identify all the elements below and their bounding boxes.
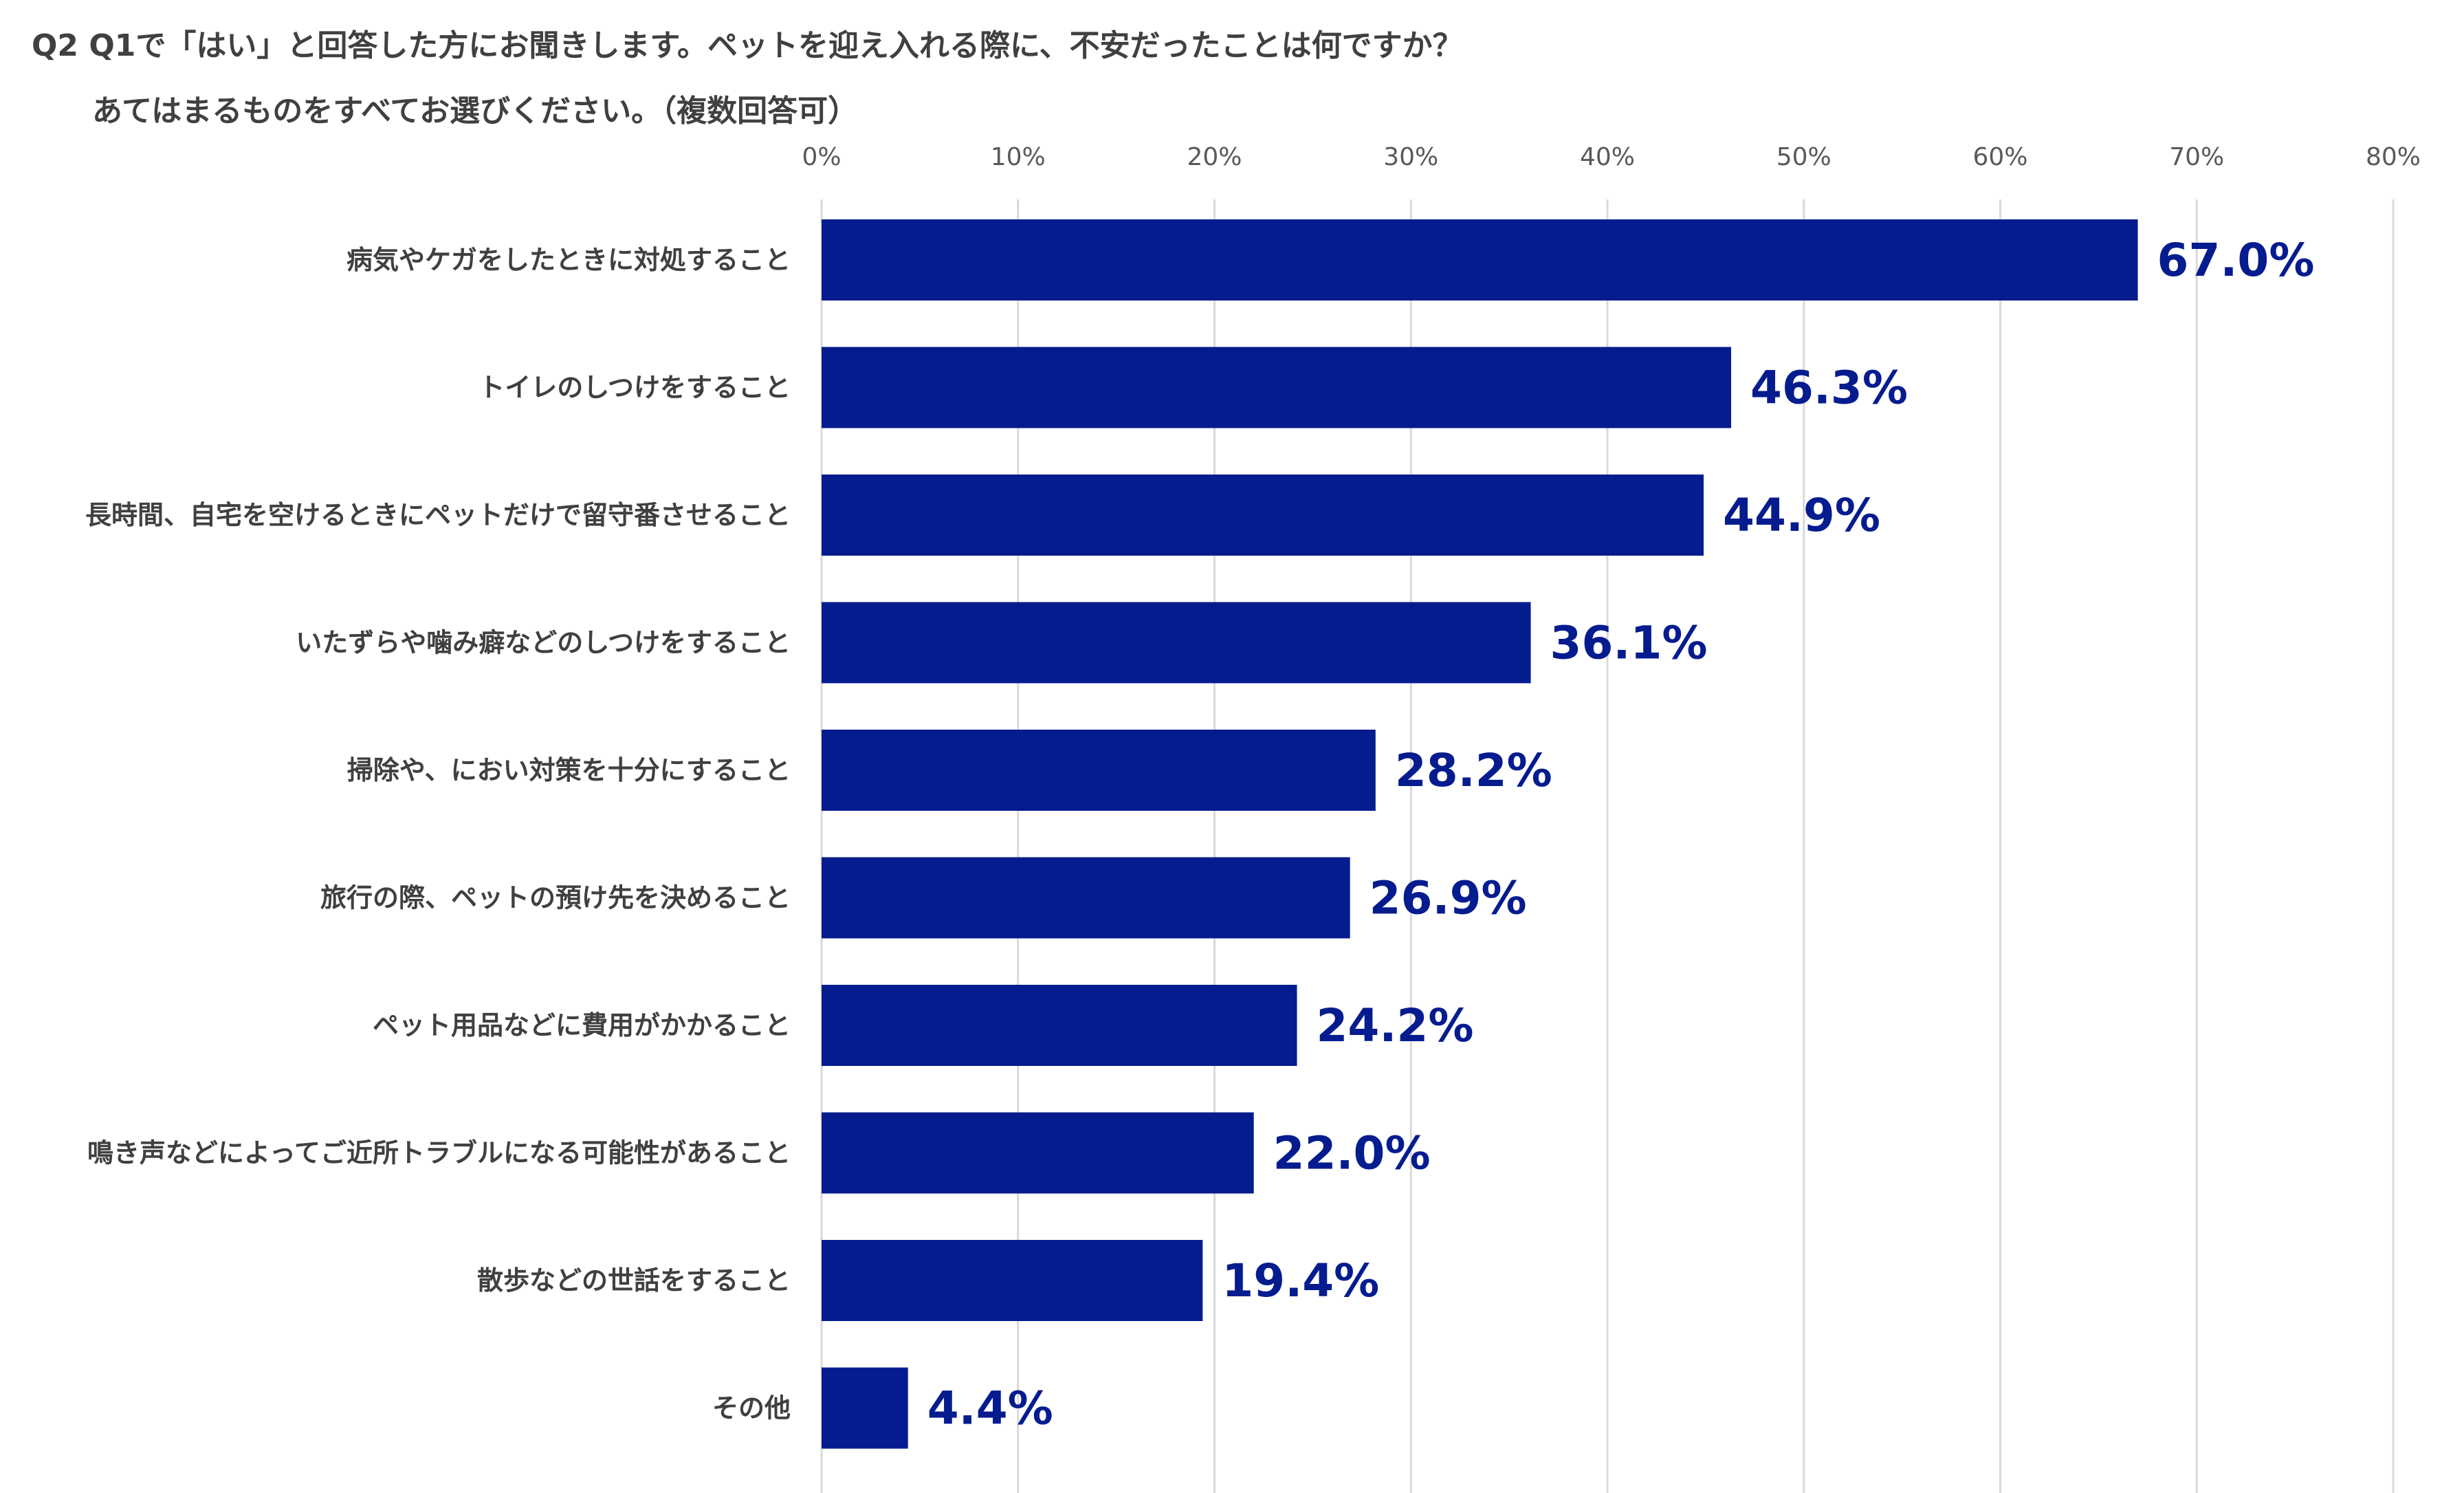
x-tick-label: 30%	[1383, 143, 1438, 171]
category-label: 病気やケガをしたときに対処すること	[346, 245, 791, 275]
data-label: 19.4%	[1222, 1254, 1379, 1307]
bar	[822, 347, 1732, 428]
x-tick-label: 80%	[2366, 143, 2421, 171]
x-tick-label: 0%	[802, 143, 841, 171]
x-tick-label: 20%	[1187, 143, 1242, 171]
bars	[822, 219, 2138, 1449]
x-tick-label: 70%	[2169, 143, 2224, 171]
data-label: 26.9%	[1370, 872, 1527, 925]
x-axis-ticks: 0% 10% 20% 30% 40% 50% 60% 70% 80%	[802, 143, 2421, 171]
category-labels: 病気やケガをしたときに対処することトイレのしつけをすること長時間、自宅を空けると…	[85, 245, 791, 1424]
bar	[822, 475, 1704, 556]
chart-title-line-1: Q2 Q1で「はい」と回答した方にお聞きします。ペットを迎え入れる際に、不安だっ…	[32, 28, 1463, 63]
bar	[822, 602, 1531, 684]
category-label: いたずらや噛み癖などのしつけをすること	[296, 628, 791, 658]
category-label: ペット用品などに費用がかかること	[373, 1010, 791, 1040]
bar	[822, 1112, 1254, 1194]
data-label: 22.0%	[1273, 1127, 1431, 1180]
x-tick-label: 10%	[991, 143, 1046, 171]
category-label: 散歩などの世話をすること	[477, 1265, 791, 1296]
bar	[822, 1240, 1203, 1321]
x-tick-label: 60%	[1972, 143, 2027, 171]
data-label: 46.3%	[1750, 362, 1908, 415]
data-label: 28.2%	[1395, 744, 1552, 797]
chart-title-line-2: あてはまるものをすべてお選びください。（複数回答可）	[92, 94, 859, 129]
category-label: 長時間、自宅を空けるときにペットだけで留守番させること	[85, 500, 791, 530]
bar	[822, 857, 1350, 939]
category-label: トイレのしつけをすること	[478, 373, 791, 403]
x-tick-label: 50%	[1776, 143, 1832, 171]
bar	[822, 985, 1297, 1066]
category-label: 旅行の際、ペットの預け先を決めること	[320, 883, 791, 913]
data-label: 4.4%	[927, 1382, 1053, 1435]
bar	[822, 1367, 908, 1449]
data-label: 36.1%	[1550, 617, 1708, 670]
category-label: 掃除や、におい対策を十分にすること	[347, 755, 791, 785]
value-labels: 67.0% 46.3% 44.9% 36.1% 28.2% 26.9% 24.2% 22.0%…	[927, 234, 2315, 1435]
data-label: 67.0%	[2157, 234, 2315, 287]
data-label: 44.9%	[1723, 489, 1880, 542]
category-label: その他	[712, 1393, 791, 1424]
bar	[822, 730, 1376, 811]
category-label: 鳴き声などによってご近所トラブルになる可能性があること	[87, 1138, 791, 1168]
bar	[822, 219, 2138, 301]
x-tick-label: 40%	[1580, 143, 1635, 171]
data-label: 24.2%	[1317, 999, 1474, 1052]
